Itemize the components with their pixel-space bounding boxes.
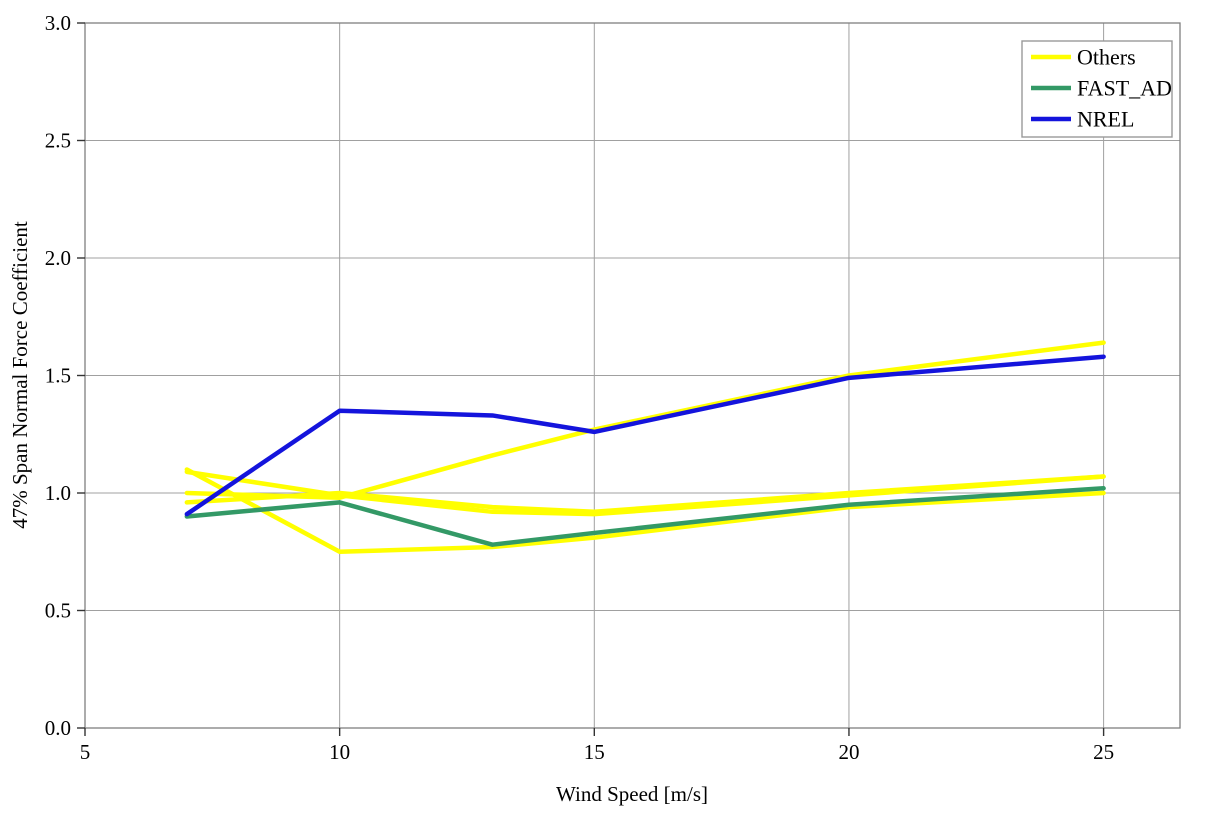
x-tick-label: 15 <box>584 740 605 764</box>
x-tick-label: 10 <box>329 740 350 764</box>
legend-label: NREL <box>1077 107 1134 132</box>
series-Others-1 <box>184 467 1106 554</box>
legend-item-NREL: NREL <box>1031 107 1134 132</box>
series-layer <box>184 340 1106 554</box>
series-NREL <box>184 354 1106 517</box>
legend-item-FAST_AD: FAST_AD <box>1031 76 1172 101</box>
legend: Others FAST_AD NREL <box>1021 40 1173 138</box>
legend-item-Others: Others <box>1031 45 1136 70</box>
y-tick-label: 1.5 <box>45 364 71 388</box>
series-Others-4 <box>184 340 1106 500</box>
legend-label: Others <box>1077 45 1136 70</box>
axis-layer: 5 10 15 20 25 0.0 0.5 1.0 1.5 2.0 2.5 3.0 <box>45 11 1181 764</box>
x-tick-label: 25 <box>1093 740 1114 764</box>
y-axis-title: 47% Span Normal Force Coefficient <box>8 221 32 529</box>
y-tick-label: 3.0 <box>45 11 71 35</box>
x-tick-label: 20 <box>838 740 859 764</box>
x-tick-label: 5 <box>80 740 91 764</box>
y-tick-label: 2.0 <box>45 246 71 270</box>
legend-label: FAST_AD <box>1077 76 1172 101</box>
y-tick-label: 1.0 <box>45 481 71 505</box>
y-tick-label: 0.0 <box>45 716 71 740</box>
series-Others-3 <box>184 474 1106 515</box>
grid-layer <box>85 23 1180 728</box>
series-FAST_AD <box>184 486 1106 547</box>
y-tick-label: 0.5 <box>45 599 71 623</box>
x-axis-title: Wind Speed [m/s] <box>556 782 708 806</box>
y-tick-label: 2.5 <box>45 129 71 153</box>
